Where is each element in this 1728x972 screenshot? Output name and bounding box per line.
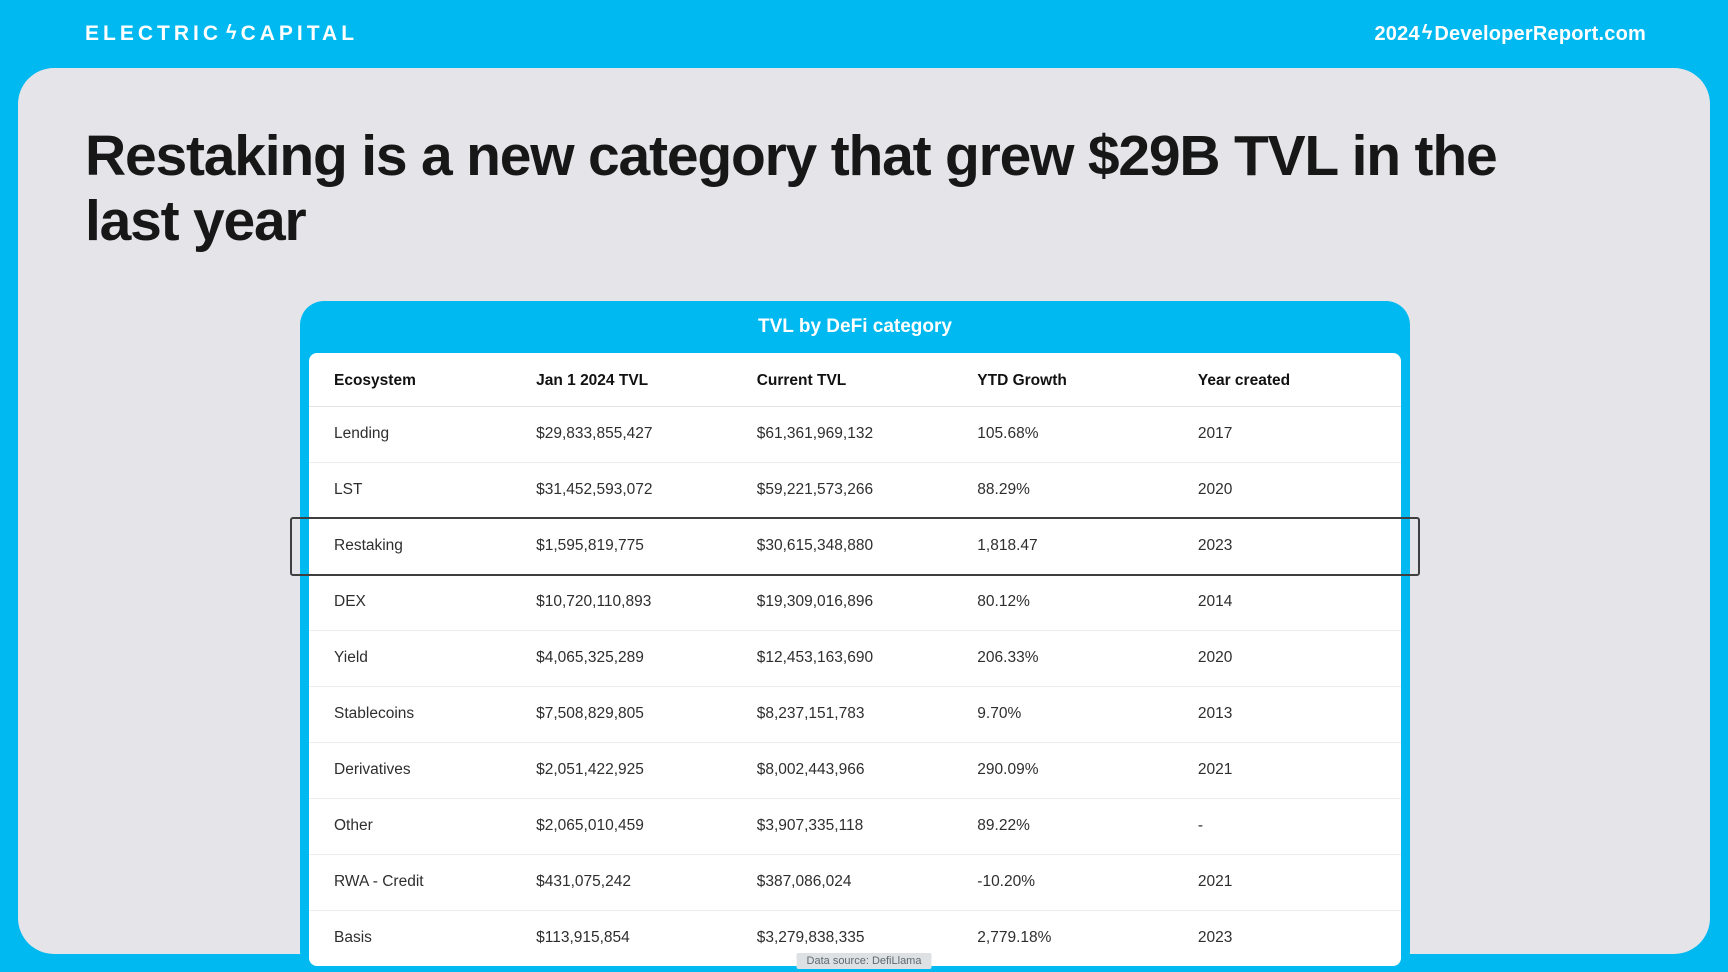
site-domain: DeveloperReport.com xyxy=(1434,22,1646,45)
table-cell: 2021 xyxy=(1197,742,1401,799)
table-cell: $3,907,335,118 xyxy=(756,798,978,855)
logo-text-electric: ELECTRIC xyxy=(85,22,222,45)
table-cell: $12,453,163,690 xyxy=(756,630,978,687)
table-cell: LST xyxy=(309,462,537,519)
table-cell: Yield xyxy=(309,630,537,687)
table-row: Derivatives $2,051,422,925 $8,002,443,966 2… xyxy=(309,742,1401,799)
table-title: TVL by DeFi category xyxy=(758,315,952,337)
table-header-row: Ecosystem Jan 1 2024 TVL Current TVL YTD Gr… xyxy=(309,352,1401,407)
table-cell: 2,779.18% xyxy=(977,929,1052,947)
column-header: Current TVL xyxy=(756,352,978,407)
table-cell: 1,818.47 xyxy=(977,518,1198,575)
table-cell: $4,065,325,289 xyxy=(536,630,757,687)
table-header: Ecosystem Jan 1 2024 TVL Current TVL YTD Gr… xyxy=(309,352,1401,407)
table-cell: 290.09% xyxy=(977,742,1198,799)
table-cell: Basis xyxy=(334,929,372,947)
table-cell: $431,075,242 xyxy=(536,854,757,911)
table-cell: 88.29% xyxy=(977,462,1198,519)
table-cell: $61,361,969,132 xyxy=(756,406,978,463)
table-cell: 2013 xyxy=(1197,686,1401,743)
site-year: 2024 xyxy=(1374,22,1420,45)
lightning-bolt-icon: ϟ xyxy=(1421,21,1433,44)
table-cell: 2023 xyxy=(1197,929,1233,947)
table-cell: $10,720,110,893 xyxy=(536,574,757,631)
table-cell: Stablecoins xyxy=(309,686,537,743)
table-cell: $8,237,151,783 xyxy=(756,686,978,743)
table-cell: Derivatives xyxy=(309,742,537,799)
table-cell: 2023 xyxy=(1197,518,1401,575)
table-row: Basis $113,915,854 $3,279,838,335 2,779.18%… xyxy=(309,910,1401,966)
table-cell: -10.20% xyxy=(977,854,1198,911)
table-cell: $7,508,829,805 xyxy=(536,686,757,743)
table-row: LST $31,452,593,072 $59,221,573,266 88.29% 2… xyxy=(309,462,1401,519)
column-header: Year created xyxy=(1197,352,1401,407)
table-body: Lending $29,833,855,427 $61,361,969,132 105… xyxy=(309,406,1401,966)
table-cell: 2020 xyxy=(1197,630,1401,687)
table-cell: 105.68% xyxy=(977,406,1198,463)
top-bar: ELECTRIC ϟ CAPITAL 2024 ϟ DeveloperRepor… xyxy=(0,0,1728,68)
table-cell: 2020 xyxy=(1197,462,1401,519)
slide-title: Restaking is a new category that grew $2… xyxy=(85,124,1498,253)
table-cell: $1,595,819,775 xyxy=(536,518,757,575)
electric-capital-logo: ELECTRIC ϟ CAPITAL xyxy=(85,22,358,46)
lightning-bolt-icon: ϟ xyxy=(226,21,237,44)
column-header: Ecosystem xyxy=(309,352,537,407)
table-cell: 89.22% xyxy=(977,798,1198,855)
table-row: DEX $10,720,110,893 $19,309,016,896 80.12% 2… xyxy=(309,574,1401,631)
table-row: Yield $4,065,325,289 $12,453,163,690 206.33… xyxy=(309,630,1401,687)
table-cell: $29,833,855,427 xyxy=(536,406,757,463)
table-cell: 80.12% xyxy=(977,574,1198,631)
table-row: Restaking $1,595,819,775 $30,615,348,880 1,… xyxy=(309,518,1401,575)
table-cell: $30,615,348,880 xyxy=(756,518,978,575)
table-cell: 2017 xyxy=(1197,406,1401,463)
table-row: Lending $29,833,855,427 $61,361,969,132 105… xyxy=(309,406,1401,463)
developer-report-link[interactable]: 2024 ϟ DeveloperReport.com xyxy=(1374,21,1646,46)
table-cell: Lending xyxy=(309,406,537,463)
slide-card: Restaking is a new category that grew $2… xyxy=(18,68,1710,972)
table-cell: Other xyxy=(309,798,537,855)
table-cell: $387,086,024 xyxy=(756,854,978,911)
table-cell: $8,002,443,966 xyxy=(756,742,978,799)
logo-text-capital: CAPITAL xyxy=(240,22,359,45)
table-cell: 206.33% xyxy=(977,630,1198,687)
table-cell: $59,221,573,266 xyxy=(756,462,978,519)
table-cell: $31,452,593,072 xyxy=(536,462,757,519)
table-cell: - xyxy=(1197,798,1401,855)
table-wrap: Ecosystem Jan 1 2024 TVL Current TVL YTD Gr… xyxy=(290,352,1420,966)
column-header: Jan 1 2024 TVL xyxy=(536,352,757,407)
table-row: Stablecoins $7,508,829,805 $8,237,151,783 9… xyxy=(309,686,1401,743)
table-cell: Restaking xyxy=(309,518,537,575)
tvl-table: Ecosystem Jan 1 2024 TVL Current TVL YTD Gr… xyxy=(309,352,1401,966)
table-cell: $2,051,422,925 xyxy=(536,742,757,799)
table-cell: $3,279,838,335 xyxy=(756,929,865,947)
table-cell: $2,065,010,459 xyxy=(536,798,757,855)
tvl-table-panel: TVL by DeFi category Ecosystem Jan 1 2024… xyxy=(290,300,1420,972)
table-cell: $19,309,016,896 xyxy=(756,574,978,631)
table-cell: $113,915,854 xyxy=(536,929,630,947)
table-cell: RWA - Credit xyxy=(309,854,537,911)
data-source-label: Data source: DefiLlama xyxy=(796,953,932,969)
table-cell: 2014 xyxy=(1197,574,1401,631)
table-cell: 2021 xyxy=(1197,854,1401,911)
table-cell: DEX xyxy=(309,574,537,631)
table-row: Other $2,065,010,459 $3,907,335,118 89.22% - xyxy=(309,798,1401,855)
table-cell: 9.70% xyxy=(977,686,1198,743)
column-header: YTD Growth xyxy=(977,352,1198,407)
table-row: RWA - Credit $431,075,242 $387,086,024 -10.… xyxy=(309,854,1401,911)
